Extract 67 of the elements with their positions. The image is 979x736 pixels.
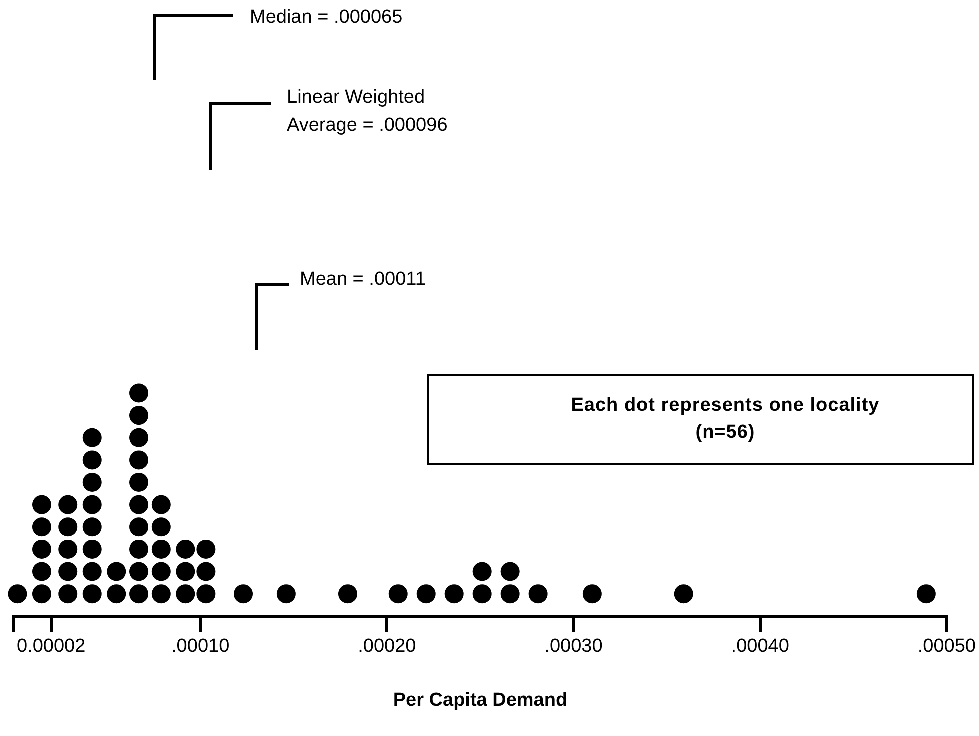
point [234, 584, 254, 604]
point [500, 562, 520, 582]
point [58, 562, 78, 582]
point [82, 428, 102, 448]
point [152, 562, 171, 582]
x-tick-label: .00030 [544, 636, 603, 658]
point [58, 518, 78, 537]
point [582, 584, 602, 604]
point [130, 495, 149, 514]
point [32, 540, 52, 559]
point [916, 584, 936, 604]
point [130, 562, 149, 582]
point [130, 406, 149, 426]
point [32, 518, 52, 537]
point [130, 450, 149, 470]
point [152, 584, 171, 604]
point [472, 562, 492, 582]
text: Mean = .00011 [300, 268, 426, 292]
point [444, 584, 464, 604]
point [58, 495, 78, 514]
point [176, 562, 196, 582]
point [276, 584, 296, 604]
point [130, 584, 149, 604]
point [58, 584, 78, 604]
point [107, 584, 126, 604]
point [32, 495, 52, 514]
x-axis-title: Per Capita Demand [393, 690, 568, 711]
point [82, 495, 102, 514]
point [338, 584, 358, 604]
point [196, 584, 216, 604]
point [130, 384, 149, 403]
point [130, 540, 149, 559]
point [82, 450, 102, 470]
point [388, 584, 408, 604]
point [32, 584, 52, 604]
point [196, 562, 216, 582]
point [528, 584, 548, 604]
point [82, 518, 102, 537]
point [82, 584, 102, 604]
point [130, 428, 149, 448]
point [196, 540, 216, 559]
x-tick-label: .00010 [172, 636, 230, 658]
point [82, 540, 102, 559]
point [152, 518, 171, 537]
point [8, 584, 28, 604]
point [82, 473, 102, 492]
point [176, 540, 196, 559]
point [500, 584, 520, 604]
point [130, 473, 149, 492]
text: Median = .000065 [250, 6, 403, 30]
point [472, 584, 492, 604]
x-tick-label: 0.00002 [16, 636, 86, 658]
point [152, 540, 171, 559]
point [152, 495, 171, 514]
note-box: Each dot represents one locality (n=56) [427, 374, 974, 465]
point [58, 540, 78, 559]
point [107, 562, 126, 582]
point [82, 562, 102, 582]
point [32, 562, 52, 582]
point [176, 584, 196, 604]
x-tick-label: .00020 [358, 636, 416, 658]
x-tick-label: .00040 [731, 636, 790, 658]
point [416, 584, 436, 604]
x-tick-label: .00050 [918, 636, 976, 658]
point [130, 518, 149, 537]
point [674, 584, 694, 604]
text: Linear Weighted Average = .000096 [287, 86, 448, 138]
